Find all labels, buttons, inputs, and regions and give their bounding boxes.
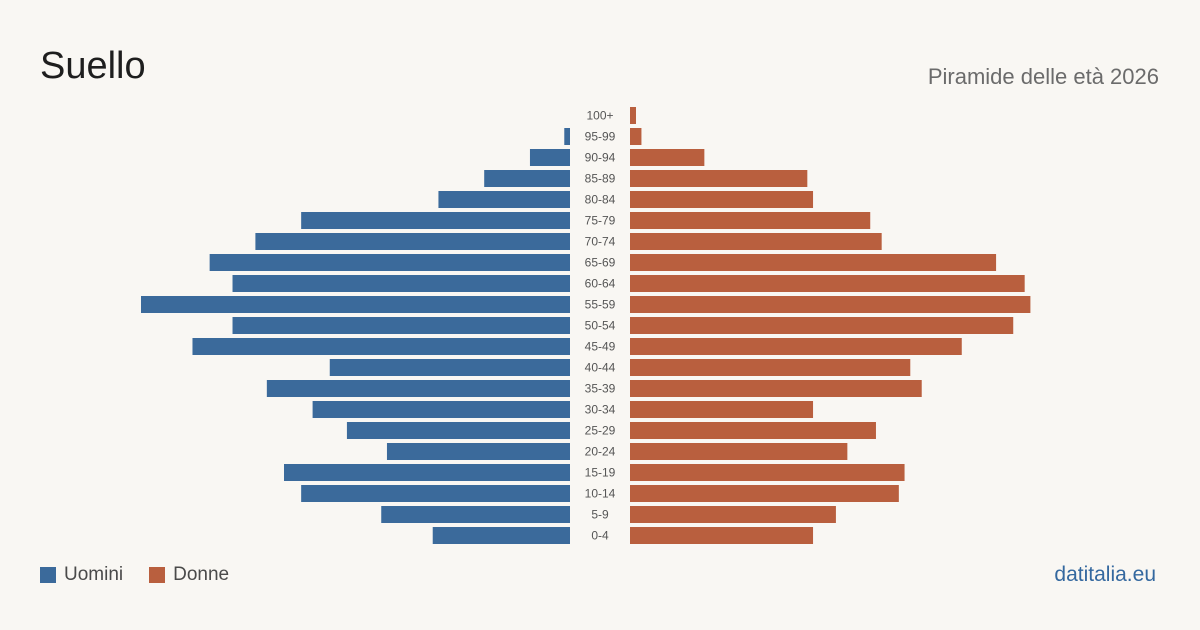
legend-swatch-men xyxy=(40,567,56,583)
age-label-45-49: 45-49 xyxy=(585,340,616,354)
age-label-30-34: 30-34 xyxy=(585,403,616,417)
bar-women-20-24 xyxy=(630,443,848,460)
chart-subtitle: Piramide delle età 2026 xyxy=(927,64,1159,89)
bar-women-55-59 xyxy=(630,296,1031,313)
bar-women-50-54 xyxy=(630,317,1014,334)
bar-women-65-69 xyxy=(630,254,997,271)
legend-label-men: Uomini xyxy=(64,564,124,585)
bar-men-15-19 xyxy=(284,464,570,481)
bar-men-0-4 xyxy=(432,527,570,544)
age-label-90-94: 90-94 xyxy=(585,151,616,165)
bar-men-60-64 xyxy=(232,275,570,292)
bar-women-40-44 xyxy=(630,359,911,376)
age-label-65-69: 65-69 xyxy=(585,256,616,270)
bar-women-75-79 xyxy=(630,212,871,229)
brand-link[interactable]: datitalia.eu xyxy=(1054,563,1156,586)
bar-men-75-79 xyxy=(301,212,570,229)
bar-men-30-34 xyxy=(312,401,570,418)
bar-men-65-69 xyxy=(209,254,570,271)
age-label-85-89: 85-89 xyxy=(585,172,616,186)
age-label-0-4: 0-4 xyxy=(591,529,609,543)
bar-women-35-39 xyxy=(630,380,922,397)
age-label-10-14: 10-14 xyxy=(585,487,616,501)
age-label-5-9: 5-9 xyxy=(591,508,609,522)
bar-men-55-59 xyxy=(141,296,570,313)
bar-men-95-99 xyxy=(564,128,570,145)
age-label-40-44: 40-44 xyxy=(585,361,616,375)
age-label-50-54: 50-54 xyxy=(585,319,616,333)
bar-men-50-54 xyxy=(232,317,570,334)
bar-men-40-44 xyxy=(329,359,570,376)
chart-title: Suello xyxy=(40,45,146,87)
bar-men-90-94 xyxy=(529,149,570,166)
bar-women-30-34 xyxy=(630,401,814,418)
age-label-15-19: 15-19 xyxy=(585,466,616,480)
age-label-25-29: 25-29 xyxy=(585,424,616,438)
bar-women-5-9 xyxy=(630,506,836,523)
legend-item-men: Uomini xyxy=(40,564,123,586)
bar-women-80-84 xyxy=(630,191,814,208)
age-label-80-84: 80-84 xyxy=(585,193,616,207)
legend: Uomini Donne xyxy=(40,564,255,586)
bar-men-85-89 xyxy=(484,170,570,187)
age-label-95-99: 95-99 xyxy=(585,130,616,144)
bar-women-25-29 xyxy=(630,422,876,439)
age-label-70-74: 70-74 xyxy=(585,235,616,249)
age-label-60-64: 60-64 xyxy=(585,277,616,291)
legend-swatch-women xyxy=(149,567,166,583)
bar-women-90-94 xyxy=(630,149,705,166)
bar-men-20-24 xyxy=(386,443,570,460)
bar-men-35-39 xyxy=(266,380,570,397)
age-label-75-79: 75-79 xyxy=(585,214,616,228)
bar-women-100plus xyxy=(630,107,636,124)
bar-men-5-9 xyxy=(381,506,570,523)
bar-women-95-99 xyxy=(630,128,642,145)
bar-men-10-14 xyxy=(301,485,570,502)
bar-men-70-74 xyxy=(255,233,570,250)
legend-label-women: Donne xyxy=(173,564,230,585)
bar-women-45-49 xyxy=(630,338,962,355)
bar-men-25-29 xyxy=(346,422,570,439)
age-label-20-24: 20-24 xyxy=(585,445,616,459)
legend-item-women: Donne xyxy=(149,564,229,586)
bar-women-15-19 xyxy=(630,464,905,481)
age-label-55-59: 55-59 xyxy=(585,298,616,312)
bar-women-70-74 xyxy=(630,233,882,250)
bar-women-85-89 xyxy=(630,170,808,187)
bar-men-80-84 xyxy=(438,191,570,208)
age-label-100plus: 100+ xyxy=(586,109,613,123)
bar-men-45-49 xyxy=(192,338,571,355)
bar-women-10-14 xyxy=(630,485,899,502)
bar-women-60-64 xyxy=(630,275,1025,292)
age-label-35-39: 35-39 xyxy=(585,382,616,396)
bar-women-0-4 xyxy=(630,527,814,544)
